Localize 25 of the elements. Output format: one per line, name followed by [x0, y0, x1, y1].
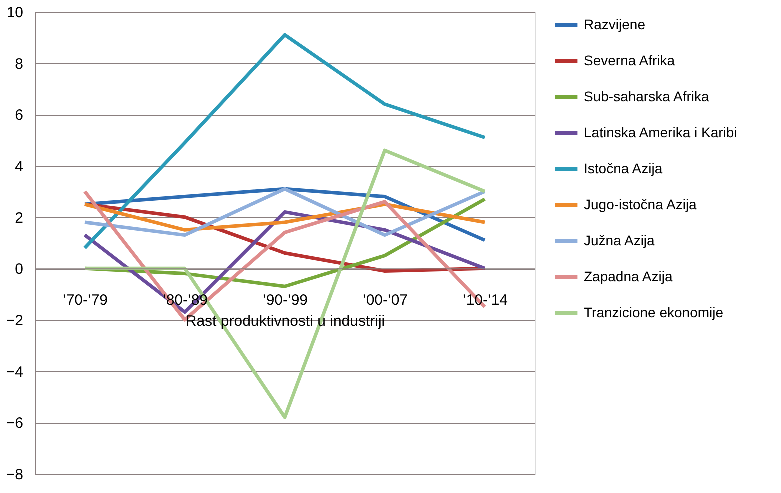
legend-label: Istočna Azija [584, 160, 663, 176]
x-tick-label: ’00-’07 [362, 292, 408, 310]
x-axis-title: Rast produktivnosti u industriji [186, 313, 386, 330]
legend-label: Severna Afrika [584, 52, 676, 68]
legend-label: Zapadna Azija [584, 268, 673, 284]
legend-label: Tranzicione ekonomije [584, 304, 724, 320]
y-tick-label: 6 [15, 107, 24, 124]
legend-label: Jugo-istočna Azija [584, 196, 698, 212]
legend-label: Razvijene [584, 16, 646, 32]
y-tick-label: 0 [15, 261, 24, 278]
x-tick-label: ’90-’99 [262, 292, 308, 310]
y-tick-label: 4 [15, 158, 24, 176]
y-tick-label: −8 [6, 466, 24, 484]
y-tick-label: 10 [6, 4, 24, 22]
y-tick-label: −6 [6, 415, 24, 432]
line-series [83, 33, 487, 250]
legend-label: Sub-saharska Afrika [584, 88, 710, 104]
y-tick-label: 8 [15, 56, 24, 73]
y-tick-label: −4 [6, 364, 24, 381]
y-tick-label: −2 [6, 312, 24, 330]
y-tick-label: 2 [15, 210, 24, 227]
legend-label: Južna Azija [584, 232, 656, 248]
x-tick-label: ’10-’14 [462, 292, 508, 310]
legend-label: Latinska Amerika i Karibi [584, 124, 738, 140]
x-tick-label: ’70-’79 [62, 292, 108, 310]
